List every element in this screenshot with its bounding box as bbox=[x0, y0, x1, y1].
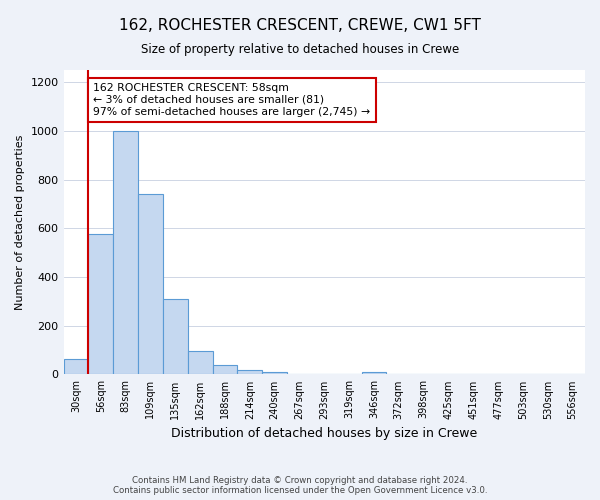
Text: 162 ROCHESTER CRESCENT: 58sqm
← 3% of detached houses are smaller (81)
97% of se: 162 ROCHESTER CRESCENT: 58sqm ← 3% of de… bbox=[94, 84, 370, 116]
Bar bbox=[64, 358, 88, 374]
Bar bbox=[238, 370, 262, 374]
Text: 162, ROCHESTER CRESCENT, CREWE, CW1 5FT: 162, ROCHESTER CRESCENT, CREWE, CW1 5FT bbox=[119, 18, 481, 32]
Bar bbox=[88, 234, 113, 374]
Bar bbox=[362, 372, 386, 374]
Bar bbox=[212, 364, 238, 374]
Text: Contains HM Land Registry data © Crown copyright and database right 2024.: Contains HM Land Registry data © Crown c… bbox=[132, 476, 468, 485]
Bar bbox=[188, 352, 212, 374]
Bar bbox=[262, 372, 287, 374]
Bar bbox=[113, 131, 138, 374]
Bar bbox=[163, 299, 188, 374]
Y-axis label: Number of detached properties: Number of detached properties bbox=[15, 134, 25, 310]
Text: Size of property relative to detached houses in Crewe: Size of property relative to detached ho… bbox=[141, 42, 459, 56]
Bar bbox=[138, 194, 163, 374]
X-axis label: Distribution of detached houses by size in Crewe: Distribution of detached houses by size … bbox=[171, 427, 478, 440]
Text: Contains public sector information licensed under the Open Government Licence v3: Contains public sector information licen… bbox=[113, 486, 487, 495]
